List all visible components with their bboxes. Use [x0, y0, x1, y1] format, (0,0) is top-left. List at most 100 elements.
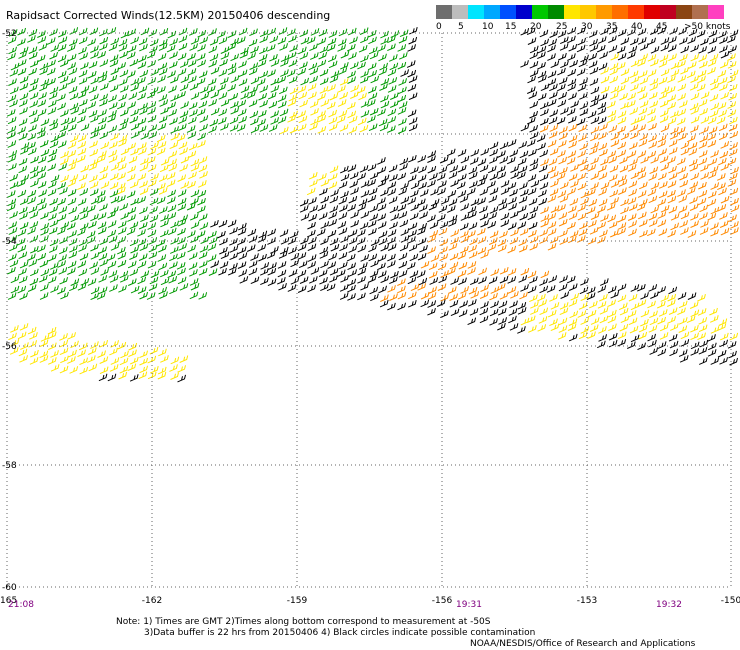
wind-barb	[127, 260, 137, 269]
wind-barb	[79, 366, 89, 375]
wind-barb	[446, 158, 456, 166]
wind-barb	[479, 164, 489, 173]
wind-barb	[118, 139, 127, 147]
wind-barb	[97, 50, 106, 59]
wind-barb	[227, 267, 237, 276]
wind-barb	[517, 301, 527, 310]
wind-barb	[230, 37, 239, 46]
wind-barb	[479, 205, 488, 214]
wind-barb	[550, 60, 560, 69]
wind-barb	[287, 115, 296, 123]
wind-barb	[477, 236, 487, 244]
wind-barb	[189, 43, 198, 51]
wind-barb	[90, 45, 99, 53]
wind-barb	[529, 45, 539, 54]
wind-barb	[120, 212, 129, 220]
wind-barb	[179, 83, 189, 92]
wind-barb	[199, 36, 209, 45]
wind-barb	[667, 101, 676, 110]
wind-barb	[728, 350, 737, 359]
wind-barb	[237, 246, 247, 255]
wind-barb	[57, 197, 66, 206]
wind-barb	[708, 158, 718, 166]
wind-barb	[437, 262, 447, 271]
wind-barb	[130, 285, 140, 294]
wind-barb	[417, 283, 427, 291]
wind-barb	[667, 299, 676, 307]
wind-barb	[628, 228, 637, 237]
wind-barb	[227, 62, 237, 71]
wind-barb	[639, 133, 648, 141]
wind-barb	[586, 292, 596, 300]
y-tick-label: -56	[2, 342, 17, 352]
wind-barb	[540, 83, 550, 92]
wind-barb	[77, 134, 87, 143]
wind-barb	[78, 268, 88, 277]
wind-barb	[167, 204, 177, 213]
legend-swatch	[436, 5, 452, 19]
wind-barb	[119, 270, 129, 279]
wind-barb	[607, 150, 617, 159]
wind-barb	[329, 267, 339, 276]
legend-label: 35	[606, 22, 618, 32]
wind-barb	[720, 163, 730, 171]
wind-barb	[6, 190, 16, 198]
wind-barb	[117, 236, 127, 244]
wind-barb	[69, 38, 78, 47]
wind-barb	[158, 187, 168, 195]
wind-barb	[310, 117, 319, 126]
wind-barb	[690, 348, 700, 356]
wind-barb	[616, 45, 626, 54]
wind-barb	[620, 76, 630, 85]
wind-barb	[689, 196, 698, 204]
wind-barb	[380, 188, 389, 197]
wind-barb	[360, 35, 369, 44]
wind-barb	[457, 251, 467, 260]
wind-barb	[28, 205, 38, 214]
wind-barb	[28, 46, 38, 54]
wind-barb	[589, 44, 599, 52]
wind-barb	[340, 165, 349, 174]
wind-barb	[30, 349, 39, 358]
wind-barb	[729, 116, 738, 125]
wind-barb	[67, 62, 76, 70]
wind-barb	[609, 67, 619, 76]
wind-barb	[78, 46, 87, 55]
wind-barb	[238, 60, 247, 69]
wind-barb	[518, 205, 527, 213]
wind-barb	[169, 51, 178, 59]
wind-barb	[309, 122, 318, 131]
wind-barb	[447, 267, 456, 275]
wind-barb	[539, 285, 549, 294]
wind-barb	[537, 45, 547, 54]
wind-barb	[67, 116, 77, 125]
wind-barb	[369, 204, 379, 213]
wind-barb	[177, 227, 186, 236]
wind-barb	[288, 246, 297, 255]
wind-barb	[490, 268, 500, 277]
wind-barb	[49, 28, 58, 37]
wind-barb	[427, 155, 436, 163]
wind-barb	[637, 342, 646, 351]
wind-barb	[450, 236, 459, 245]
wind-barb	[48, 92, 58, 100]
wind-barb	[658, 76, 668, 85]
wind-barb	[597, 285, 607, 293]
wind-barb	[589, 78, 599, 86]
wind-barb	[178, 42, 188, 51]
wind-barb	[499, 266, 509, 275]
wind-barb	[398, 260, 408, 269]
wind-barb	[279, 108, 289, 117]
wind-barb	[176, 251, 186, 260]
wind-barb	[337, 99, 347, 107]
wind-barb	[509, 210, 519, 219]
wind-barb	[429, 229, 439, 238]
wind-barb	[458, 261, 468, 270]
wind-barb	[129, 58, 139, 67]
wind-barb	[630, 76, 640, 84]
wind-barb	[159, 115, 168, 123]
wind-barb	[77, 198, 87, 206]
wind-barb	[629, 70, 639, 79]
wind-barb	[378, 53, 387, 62]
wind-barb	[727, 75, 736, 84]
